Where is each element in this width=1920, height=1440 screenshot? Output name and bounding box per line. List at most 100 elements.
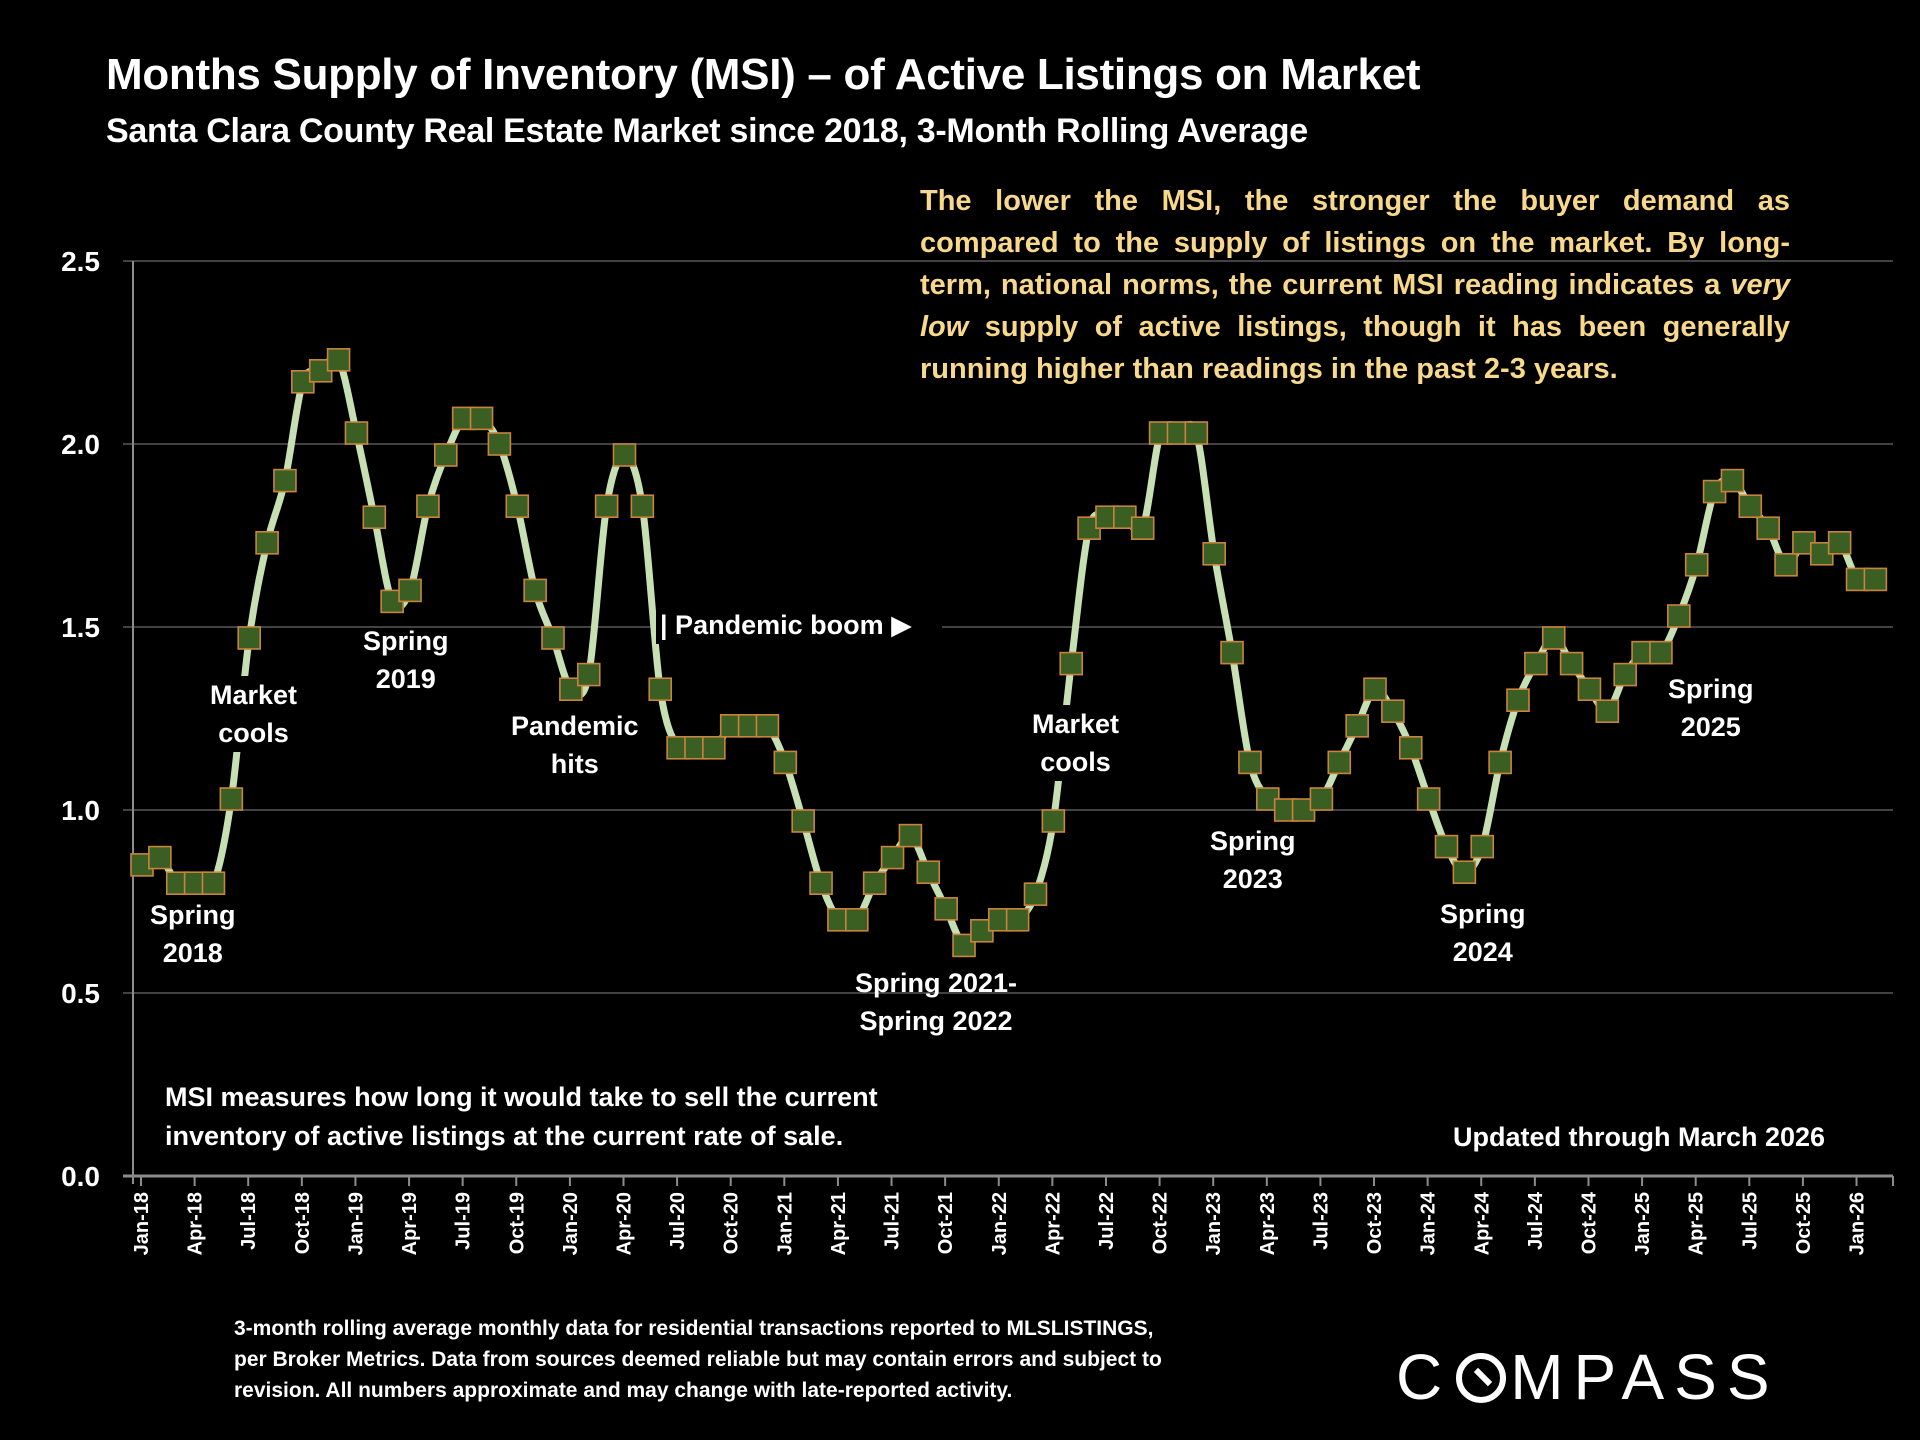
data-point-marker: [1184, 421, 1209, 445]
x-tick-label: Oct-19: [506, 1192, 528, 1254]
annotation-line: Spring: [1440, 899, 1526, 929]
data-point-marker: [576, 662, 601, 687]
data-point-marker: [344, 421, 369, 445]
x-tick-label: Jul-24: [1525, 1191, 1547, 1250]
x-tick-label: Jul-22: [1096, 1192, 1118, 1250]
data-point-marker: [523, 578, 547, 603]
annotation-line: Spring 2021-: [855, 968, 1018, 998]
annotation-line: Market: [1032, 709, 1120, 739]
data-point-marker: [791, 809, 815, 833]
data-point-marker: [559, 677, 583, 702]
x-tick-label: Oct-25: [1793, 1192, 1815, 1254]
msi-definition-note: MSI measures how long it would take to s…: [165, 1078, 878, 1156]
data-point-marker: [326, 348, 351, 372]
y-tick-label: 0.5: [61, 978, 100, 1009]
x-tick-label: Jul-23: [1310, 1192, 1332, 1250]
x-tick-label: Apr-24: [1471, 1191, 1493, 1255]
x-tick-label: Jan-19: [345, 1192, 367, 1255]
footnote-line: per Broker Metrics. Data from sources de…: [234, 1348, 1162, 1371]
x-tick-label: Oct-23: [1364, 1192, 1386, 1254]
x-tick-label: Apr-20: [613, 1192, 635, 1255]
annotation-line: hits: [550, 749, 599, 779]
data-point-marker: [1345, 714, 1369, 738]
x-tick-label: Jul-21: [882, 1192, 904, 1250]
data-point-marker: [1506, 688, 1530, 713]
data-point-marker: [255, 531, 279, 555]
annotation-pandemic-boom: | Pandemic boom ▶: [656, 606, 942, 644]
data-point-marker: [362, 505, 387, 530]
annotation-market-cools-2022: Market cools: [1030, 705, 1122, 781]
annotation-pandemic-hits: Pandemic hits: [511, 707, 639, 783]
data-point-marker: [1577, 677, 1602, 702]
data-point-marker: [773, 750, 798, 775]
data-point-marker: [148, 845, 172, 870]
data-point-marker: [648, 677, 673, 702]
annotation-line: Spring: [1210, 826, 1296, 856]
annotation-line: cools: [1040, 747, 1111, 777]
data-point-marker: [1541, 626, 1566, 650]
x-tick-label: Jan-24: [1418, 1191, 1440, 1255]
data-point-marker: [1756, 516, 1780, 540]
data-point-marker: [862, 871, 887, 896]
annotation-line: 2025: [1680, 712, 1741, 742]
annotation-line: 2018: [162, 938, 223, 968]
data-point-marker: [934, 897, 958, 921]
y-tick-label: 2.5: [61, 246, 100, 277]
x-tick-label: Oct-21: [935, 1192, 957, 1254]
data-point-marker: [630, 494, 655, 519]
data-point-marker: [702, 735, 726, 760]
data-point-marker: [1738, 494, 1763, 519]
data-point-marker: [1452, 860, 1477, 885]
y-tick-label: 2.0: [61, 429, 100, 460]
annotation-spring-2025: Spring 2025: [1668, 670, 1754, 746]
annotation-line: 2019: [375, 664, 436, 694]
data-point-marker: [1488, 750, 1512, 775]
x-tick-label: Jul-19: [453, 1192, 475, 1250]
callout-part2: supply of active listings, though it has…: [920, 311, 1790, 385]
footnote-line: 3-month rolling average monthly data for…: [234, 1317, 1154, 1340]
data-point-marker: [1684, 552, 1709, 577]
data-point-marker: [1327, 750, 1352, 775]
x-tick-label: Jan-20: [560, 1192, 582, 1255]
data-point-marker: [1416, 787, 1441, 811]
data-point-marker: [880, 845, 905, 870]
source-footnote: 3-month rolling average monthly data for…: [234, 1313, 1294, 1406]
data-point-marker: [201, 871, 226, 896]
data-point-marker: [219, 787, 244, 811]
x-tick-label: Jan-21: [774, 1192, 796, 1255]
data-point-marker: [1559, 651, 1584, 676]
note-line: inventory of active listings at the curr…: [165, 1121, 844, 1151]
x-tick-label: Apr-23: [1257, 1192, 1279, 1255]
data-point-marker: [1005, 907, 1030, 932]
note-line: MSI measures how long it would take to s…: [165, 1082, 878, 1112]
annotation-line: Market: [210, 680, 298, 710]
compass-logo: C MPASS: [1396, 1340, 1780, 1414]
x-tick-label: Apr-21: [828, 1192, 850, 1255]
x-tick-label: Apr-22: [1042, 1192, 1064, 1255]
data-point-marker: [487, 432, 512, 456]
data-point-marker: [844, 907, 869, 932]
data-point-marker: [1524, 651, 1548, 676]
x-tick-label: Oct-18: [292, 1192, 314, 1254]
annotation-line: Spring: [150, 900, 236, 930]
data-point-marker: [1059, 651, 1084, 676]
data-point-marker: [505, 494, 530, 519]
x-tick-label: Jul-25: [1739, 1192, 1761, 1250]
data-point-marker: [1595, 699, 1620, 723]
data-point-marker: [1023, 882, 1048, 906]
data-point-marker: [541, 626, 565, 650]
data-point-marker: [755, 714, 780, 738]
logo-text: MPASS: [1510, 1341, 1780, 1413]
x-tick-label: Jan-18: [131, 1192, 153, 1255]
data-point-marker: [1363, 677, 1387, 702]
y-tick-label: 1.5: [61, 612, 100, 643]
annotation-line: 2024: [1452, 937, 1513, 967]
data-point-marker: [1470, 834, 1495, 859]
annotation-spring-2018: Spring 2018: [150, 896, 236, 972]
data-point-marker: [1309, 787, 1334, 811]
data-point-marker: [916, 860, 941, 885]
x-tick-label: Apr-18: [185, 1192, 207, 1255]
data-point-marker: [469, 406, 494, 431]
annotation-spring-2021-2022: Spring 2021- Spring 2022: [855, 964, 1017, 1040]
